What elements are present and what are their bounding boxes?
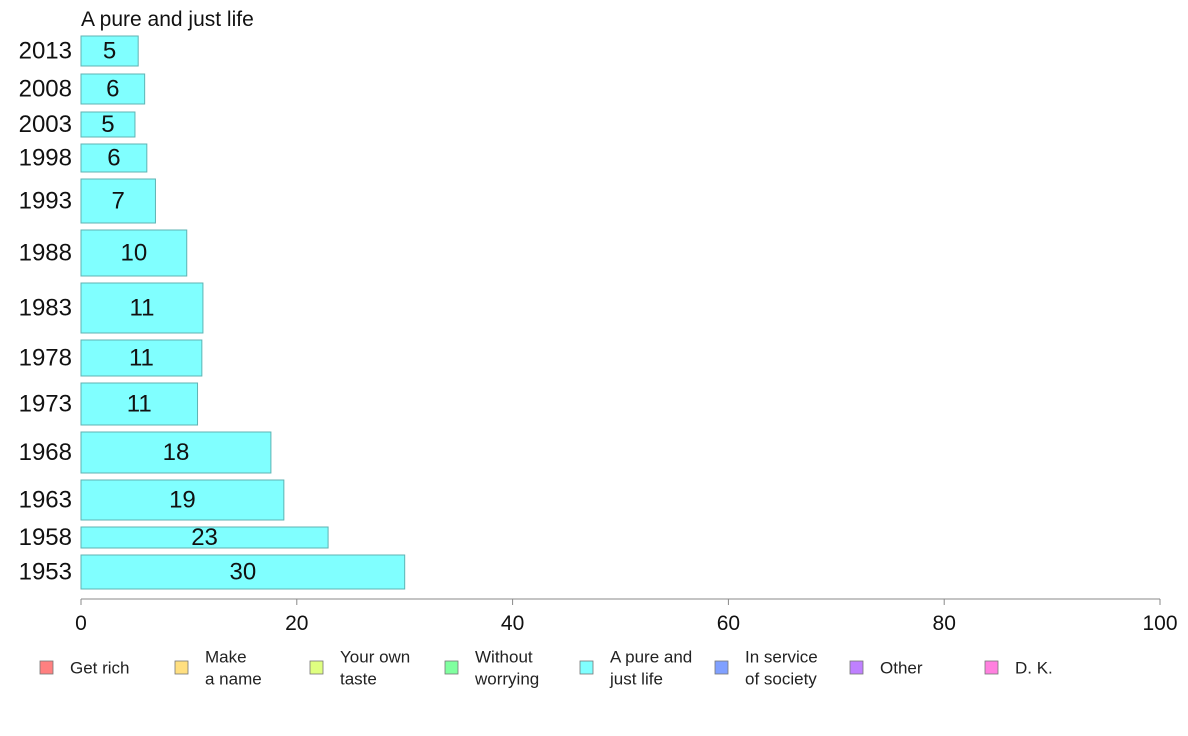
category-label-1983: 1983	[19, 295, 72, 322]
value-label-1963: 19	[169, 487, 196, 514]
value-label-1953: 30	[229, 559, 256, 586]
legend-swatch-7	[984, 660, 999, 675]
legend-swatch-6	[849, 660, 864, 675]
legend-label-3: Without worrying	[474, 648, 539, 689]
bar-1978	[80, 339, 203, 377]
x-tick-label-100: 100	[1142, 612, 1177, 635]
x-tick-label-80: 80	[933, 612, 956, 635]
legend-label-6: Other	[880, 659, 923, 678]
chart-title: A pure and just life	[81, 8, 254, 31]
x-axis: 0 20 40 60 80 100	[75, 598, 1178, 635]
legend-swatch-3	[444, 660, 459, 675]
bar-1993	[80, 178, 156, 224]
category-label-1953: 1953	[19, 559, 72, 586]
legend-swatch-1	[174, 660, 189, 675]
value-label-1998: 6	[107, 145, 120, 172]
value-label-2013: 5	[103, 38, 116, 65]
legend: Get rich Make a name Your own taste Without wo…	[39, 648, 1053, 689]
category-label-1958: 1958	[19, 524, 72, 551]
x-tick-label-60: 60	[717, 612, 740, 635]
value-label-1968: 18	[163, 439, 190, 466]
category-label-1988: 1988	[19, 240, 72, 267]
value-label-1978: 11	[129, 345, 154, 372]
value-label-1993: 7	[112, 188, 125, 215]
bar-1953	[80, 554, 406, 590]
bars-layer: 2013 5 2008 6 2003 5 1998 6 1993 7 1988 10 1983 11 197…	[19, 35, 406, 590]
category-label-1993: 1993	[19, 188, 72, 215]
bar-1973	[80, 382, 199, 426]
category-label-1978: 1978	[19, 345, 72, 372]
legend-swatch-5	[714, 660, 729, 675]
bar-1958	[80, 526, 329, 549]
legend-label-2: Your own taste	[340, 648, 410, 689]
x-tick-label-0: 0	[75, 612, 87, 635]
value-label-1988: 10	[121, 240, 148, 267]
bar-2013	[80, 35, 139, 67]
value-label-1973: 11	[127, 391, 152, 418]
x-tick-label-20: 20	[285, 612, 308, 635]
x-tick-label-40: 40	[501, 612, 524, 635]
category-label-1963: 1963	[19, 487, 72, 514]
category-label-1998: 1998	[19, 145, 72, 172]
legend-swatch-0	[39, 660, 54, 675]
category-label-2003: 2003	[19, 111, 72, 138]
legend-swatch-4	[579, 660, 594, 675]
value-label-1958: 23	[191, 524, 218, 551]
value-label-2008: 6	[106, 76, 119, 103]
bar-1963	[80, 479, 285, 521]
legend-swatch-2	[309, 660, 324, 675]
bar-2008	[80, 73, 146, 105]
bar-1968	[80, 431, 272, 474]
bar-1983	[80, 282, 204, 334]
category-label-1968: 1968	[19, 439, 72, 466]
legend-label-5: In service of society	[745, 648, 818, 689]
legend-label-4: A pure and just life	[609, 648, 692, 689]
value-label-1983: 11	[130, 295, 155, 322]
legend-label-0: Get rich	[70, 659, 130, 678]
category-label-2008: 2008	[19, 76, 72, 103]
bar-1988	[80, 229, 188, 277]
value-label-2003: 5	[101, 111, 114, 138]
legend-label-7: D. K.	[1015, 659, 1053, 678]
category-label-2013: 2013	[19, 38, 72, 65]
bar-1998	[80, 143, 148, 173]
legend-label-1: Make a name	[205, 648, 262, 689]
category-label-1973: 1973	[19, 391, 72, 418]
bar-2003	[80, 111, 136, 138]
